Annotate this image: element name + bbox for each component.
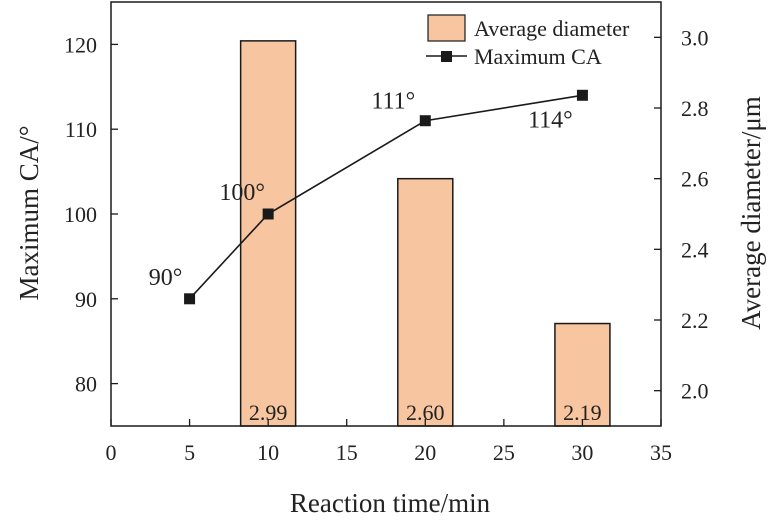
legend-swatch-bar [427, 14, 466, 42]
y-axis-left-title: Maximum CA/° [14, 125, 44, 300]
y-axis-left: 80 90 100 110 120 [64, 32, 118, 397]
data-point-label: 111° [371, 89, 415, 115]
y-right-tick-label: 2.0 [681, 379, 709, 404]
y-right-tick-label: 3.0 [681, 25, 709, 50]
legend-label-line: Maximum CA [474, 44, 602, 69]
y-left-tick-label: 100 [64, 202, 97, 227]
y-right-tick-label: 2.8 [681, 96, 709, 121]
x-axis-title: Reaction time/min [290, 488, 491, 518]
x-tick-label: 30 [571, 440, 593, 465]
x-tick-label: 5 [184, 440, 195, 465]
legend-label-bar: Average diameter [474, 16, 630, 41]
x-tick-label: 25 [493, 440, 515, 465]
data-point-marker [184, 293, 196, 305]
y-right-tick-label: 2.4 [681, 237, 709, 262]
data-point-marker [419, 115, 431, 127]
bar [397, 177, 454, 427]
y-right-tick-label: 2.6 [681, 167, 709, 192]
data-point-label: 90° [149, 265, 183, 291]
data-point-marker [576, 89, 588, 101]
y-left-tick-label: 120 [64, 32, 97, 57]
x-tick-label: 10 [257, 440, 279, 465]
y-right-tick-label: 2.2 [681, 308, 709, 333]
x-tick-label: 20 [414, 440, 436, 465]
y-left-tick-label: 80 [75, 372, 97, 397]
data-point-label: 100° [219, 180, 265, 206]
data-point-marker [262, 208, 274, 220]
bar-series: 2.99 2.60 2.19 [239, 40, 611, 427]
y-axis-right-title: Average diameter/μm [736, 96, 766, 330]
bar [239, 40, 297, 427]
y-left-tick-label: 90 [75, 287, 97, 312]
y-axis-right: 2.0 2.2 2.4 2.6 2.8 3.0 [654, 25, 709, 404]
y-left-tick-label: 110 [65, 117, 97, 142]
legend: Average diameter Maximum CA [426, 14, 630, 69]
x-tick-label: 0 [106, 440, 117, 465]
series-line [188, 94, 583, 300]
line-series: 90° 100° 111° 114° [149, 89, 588, 305]
legend-marker-square [441, 51, 452, 62]
data-point-label: 114° [528, 107, 573, 133]
x-axis: 0 5 10 15 20 25 30 35 [106, 419, 672, 465]
x-tick-label: 15 [336, 440, 358, 465]
x-tick-label: 35 [650, 440, 672, 465]
